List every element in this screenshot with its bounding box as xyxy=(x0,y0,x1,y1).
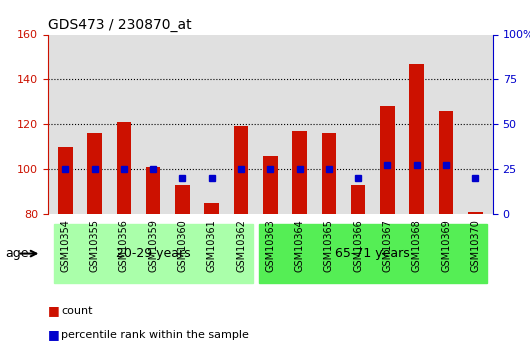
Text: count: count xyxy=(61,306,92,315)
Bar xyxy=(205,203,219,214)
Bar xyxy=(409,64,424,214)
Bar xyxy=(380,106,395,214)
Bar xyxy=(439,111,453,214)
Text: age: age xyxy=(5,247,29,260)
Text: ■: ■ xyxy=(48,328,59,341)
Bar xyxy=(292,131,307,214)
Bar xyxy=(351,185,366,214)
Bar xyxy=(146,167,161,214)
Text: percentile rank within the sample: percentile rank within the sample xyxy=(61,330,249,339)
Bar xyxy=(58,147,73,214)
Text: GDS473 / 230870_at: GDS473 / 230870_at xyxy=(48,18,191,32)
Text: 20-29 years: 20-29 years xyxy=(116,247,190,260)
Bar xyxy=(234,126,249,214)
Bar xyxy=(175,185,190,214)
Bar xyxy=(117,122,131,214)
Text: 65-71 years: 65-71 years xyxy=(335,247,410,260)
Bar xyxy=(468,211,483,214)
Bar xyxy=(322,133,336,214)
Bar xyxy=(87,133,102,214)
Bar xyxy=(263,156,278,214)
Text: ■: ■ xyxy=(48,304,59,317)
